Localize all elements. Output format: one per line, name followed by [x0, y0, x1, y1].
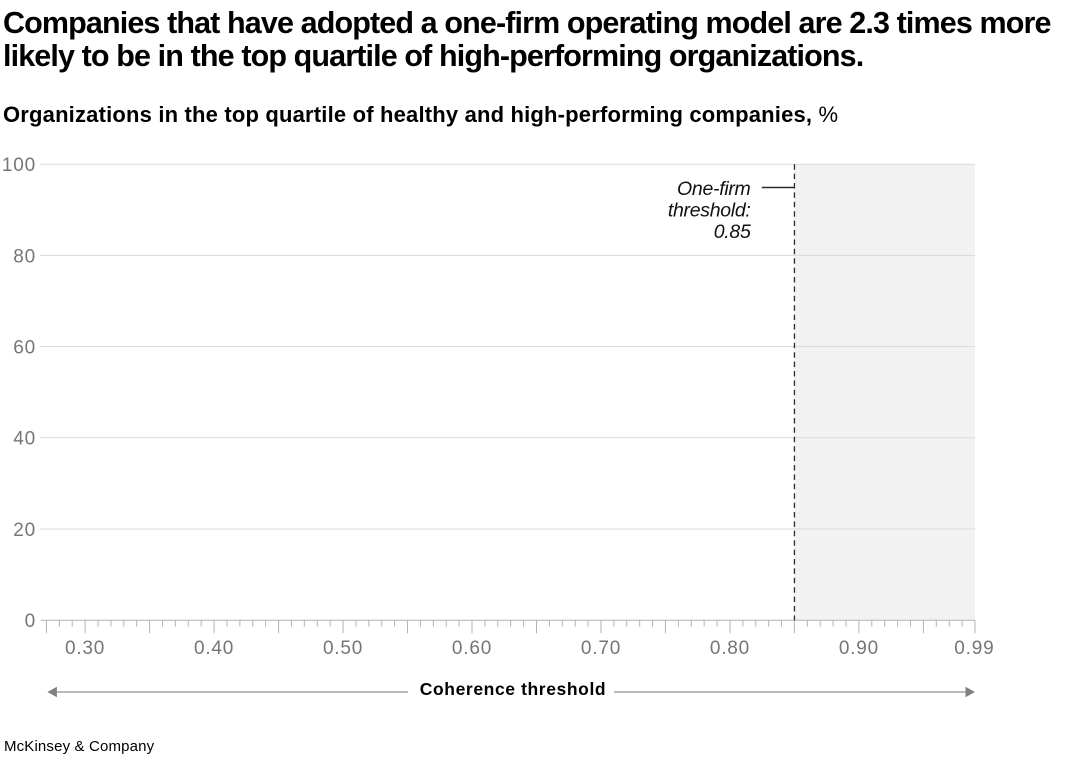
svg-text:0.70: 0.70: [581, 638, 621, 659]
svg-text:0: 0: [25, 611, 36, 632]
svg-text:One-firm: One-firm: [677, 178, 750, 200]
svg-text:0.90: 0.90: [839, 638, 879, 659]
svg-text:20: 20: [13, 520, 36, 541]
svg-text:0.99: 0.99: [954, 638, 994, 659]
svg-text:Coherence threshold: Coherence threshold: [420, 679, 606, 699]
svg-text:60: 60: [13, 338, 36, 359]
svg-text:0.50: 0.50: [323, 638, 363, 659]
svg-text:40: 40: [13, 429, 36, 450]
svg-text:0.60: 0.60: [452, 638, 492, 659]
svg-text:80: 80: [13, 246, 36, 267]
svg-text:0.40: 0.40: [194, 638, 234, 659]
svg-text:100: 100: [2, 155, 36, 176]
svg-text:0.30: 0.30: [65, 638, 105, 659]
svg-text:0.85: 0.85: [714, 221, 751, 243]
svg-text:0.80: 0.80: [710, 638, 750, 659]
svg-text:threshold:: threshold:: [668, 199, 751, 221]
